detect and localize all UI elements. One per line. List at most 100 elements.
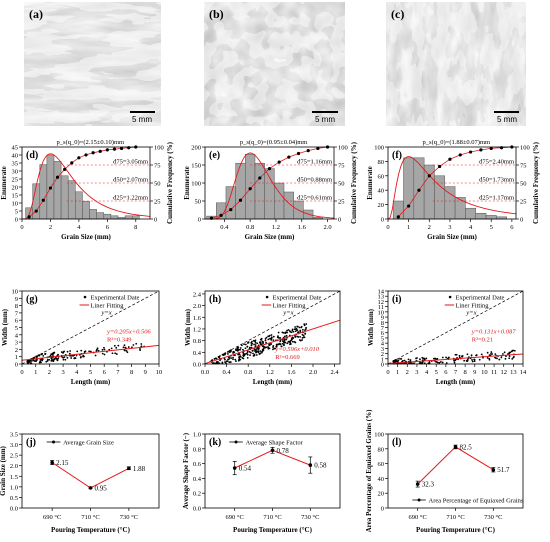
fit-title: p_s(q_0)=(1.88±0.07)mm	[423, 139, 491, 146]
y-tick-label: 0	[381, 506, 384, 513]
x-tick-label: 6	[106, 224, 110, 231]
x-tick-label: 0	[20, 369, 23, 376]
scatter-point	[441, 361, 444, 364]
scatter-point	[301, 333, 304, 336]
x-tick-label: 1	[34, 369, 37, 376]
x-tick-label: 6	[510, 224, 514, 231]
scatter-point	[285, 338, 288, 341]
scatter-point	[139, 348, 141, 350]
legend-marker-points	[265, 295, 269, 299]
y-tick-label: 3	[381, 346, 384, 353]
quantile-label: d75=2.40mm	[479, 159, 514, 166]
micrograph-label: (a)	[29, 7, 43, 21]
scatter-point	[240, 344, 243, 347]
scatter-point	[267, 335, 269, 338]
scatter-point	[80, 349, 83, 352]
scale-bar-label: 5 mm	[315, 115, 335, 124]
y2-tick-label: 50	[520, 181, 527, 188]
distribution-fit-curve	[205, 152, 335, 220]
y2-tick-label: 50	[338, 181, 345, 188]
scatter-point	[73, 357, 76, 360]
scatter-point	[478, 358, 481, 361]
scatter-point	[63, 356, 66, 359]
scatter-point	[486, 357, 489, 359]
scatter-point	[488, 354, 491, 357]
histogram-bar	[32, 183, 41, 220]
x-tick-label: 7	[454, 369, 458, 376]
identity-line	[21, 290, 160, 365]
cumulative-point	[306, 149, 310, 153]
scatter-point	[409, 359, 412, 361]
y-tick-label: 50	[195, 199, 202, 206]
scatter-point	[62, 358, 65, 361]
scatter-point	[227, 353, 229, 355]
data-point	[127, 466, 131, 471]
y-tick-label: 0	[381, 217, 384, 224]
cumulative-point	[127, 146, 131, 150]
scatter-point	[292, 337, 295, 340]
distribution-fit-curve	[387, 156, 517, 220]
x-tick-label: 7	[116, 369, 120, 376]
cumulative-point	[84, 153, 88, 157]
y-tick-label: 11	[378, 304, 384, 311]
scatter-point	[507, 353, 509, 355]
scatter-point	[56, 359, 59, 361]
scatter-point	[512, 349, 515, 352]
scatter-point	[465, 359, 468, 362]
x-tick-label: 5	[89, 369, 92, 376]
cumulative-point	[267, 167, 272, 171]
scatter-point	[94, 354, 97, 357]
y-tick-label: 10	[12, 201, 19, 208]
scatter-point	[268, 347, 271, 350]
y-tick-label: 60	[378, 173, 385, 180]
cumulative-point	[91, 151, 95, 155]
y-tick-label: 5	[15, 325, 18, 332]
x-tick-label: 14	[520, 369, 527, 376]
histogram-bar	[60, 175, 69, 220]
scatter-point	[114, 352, 117, 355]
histogram-bar	[264, 168, 275, 220]
y2-tick-label: 0	[154, 217, 157, 224]
scatter-point	[294, 341, 297, 344]
distribution-fit-curve	[22, 153, 151, 220]
histogram-bar	[485, 215, 497, 220]
regression-line	[204, 319, 341, 365]
scatter-point	[508, 357, 511, 360]
histogram-bar	[89, 209, 97, 220]
scatter-point	[251, 349, 254, 352]
scatter-point	[288, 330, 291, 332]
y-tick-label: 1	[15, 354, 18, 361]
chart-panel-k: 0.54 0.78 0.58 Average Shape Factor 0.0 0.2 0.…	[182, 432, 341, 534]
data-label: 32.3	[422, 481, 435, 489]
scatter-point	[400, 357, 403, 360]
fit-title: p_s(q_0)=(0.95±0.04)mm	[240, 139, 308, 146]
x-axis-label: Length (mm)	[253, 378, 293, 386]
y-tick-label: 9	[381, 315, 384, 322]
scatter-point	[83, 350, 86, 353]
fit-r-squared: R²=0.669	[275, 354, 300, 361]
scatter-point	[39, 360, 42, 363]
legend-marker-point	[234, 440, 238, 444]
scatter-point	[298, 326, 301, 329]
scatter-point	[52, 360, 55, 363]
scatter-point	[57, 357, 60, 360]
scatter-point	[123, 349, 126, 352]
scatter-point	[115, 346, 118, 349]
x-axis-label: Grain Size (mm)	[427, 233, 477, 241]
micrograph-label: (c)	[391, 7, 404, 21]
scatter-point	[66, 356, 69, 359]
y-tick-label: 25	[12, 177, 19, 184]
scatter-point	[291, 340, 294, 343]
x-tick-label: 9	[473, 369, 476, 376]
scale-bar-label: 5 mm	[132, 115, 152, 124]
scatter-point	[101, 352, 104, 355]
scatter-point	[35, 359, 38, 361]
histogram-bar	[413, 157, 425, 220]
x-tick-label: 9	[144, 369, 147, 376]
y-tick-label: 12	[378, 299, 385, 306]
x-tick-label: 0.8	[246, 224, 254, 231]
x-tick-label: 10	[156, 369, 163, 376]
scatter-point	[407, 358, 410, 361]
y-tick-label: 2.0	[10, 463, 18, 470]
